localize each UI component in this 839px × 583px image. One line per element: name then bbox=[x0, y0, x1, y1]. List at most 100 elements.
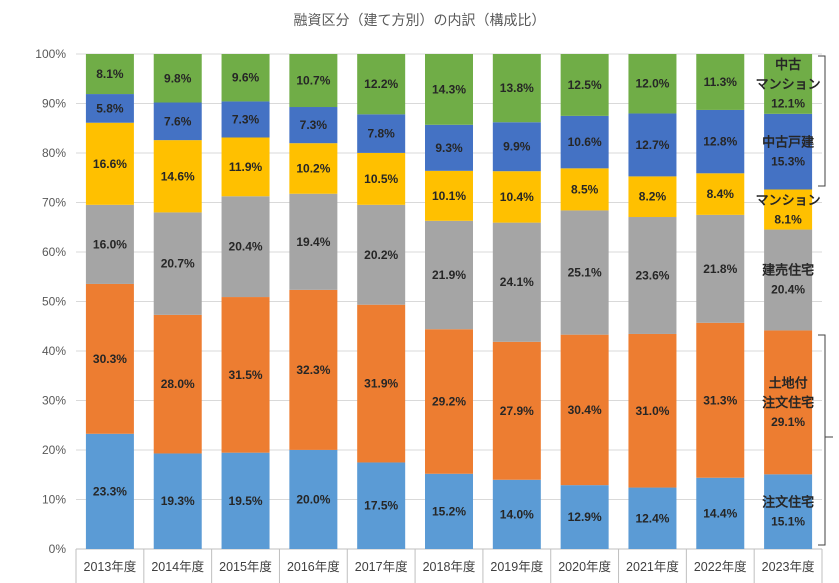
bar-segment bbox=[492, 341, 541, 480]
data-label: 16.0% bbox=[93, 237, 127, 251]
bar-segment bbox=[357, 114, 406, 153]
y-tick-label: 90% bbox=[42, 97, 66, 111]
bar-segment bbox=[696, 322, 745, 478]
data-label: 20.2% bbox=[364, 248, 398, 262]
bar-segment bbox=[153, 140, 202, 213]
data-label: 20.4% bbox=[229, 240, 263, 254]
data-label: 25.1% bbox=[568, 266, 602, 280]
bar bbox=[85, 54, 134, 549]
x-tick-label: 2014年度 bbox=[151, 559, 204, 574]
bar-segment bbox=[221, 101, 270, 138]
bar-segment bbox=[628, 487, 677, 549]
bar-segment bbox=[764, 474, 813, 549]
data-label: 9.8% bbox=[164, 71, 192, 85]
bar-segment bbox=[764, 330, 813, 475]
x-tick-label: 2015年度 bbox=[219, 559, 272, 574]
bar bbox=[153, 54, 202, 549]
data-label: 12.0% bbox=[635, 77, 669, 91]
bar-segment bbox=[425, 473, 473, 549]
data-label: 10.1% bbox=[432, 189, 466, 203]
data-label: 11.3% bbox=[704, 75, 738, 89]
data-label: 30.3% bbox=[93, 352, 127, 366]
bar bbox=[425, 54, 473, 549]
x-tick-label: 2023年度 bbox=[762, 559, 815, 574]
bar-segment bbox=[85, 283, 134, 434]
bar-segment bbox=[289, 449, 338, 549]
data-label: 12.2% bbox=[364, 77, 398, 91]
data-label: 31.0% bbox=[635, 404, 669, 418]
bar-segment bbox=[85, 94, 134, 123]
bar bbox=[357, 54, 406, 549]
data-label: 32.3% bbox=[296, 363, 330, 377]
data-label: 5.8% bbox=[96, 101, 124, 115]
group-brackets bbox=[818, 55, 833, 546]
y-tick-label: 50% bbox=[42, 295, 66, 309]
bar-segment bbox=[85, 54, 134, 95]
bar-segment bbox=[221, 196, 270, 298]
bar-segment bbox=[425, 329, 473, 474]
bar-segment bbox=[560, 54, 609, 116]
bar-segment bbox=[289, 107, 338, 144]
data-label: 19.3% bbox=[161, 494, 195, 508]
y-tick-label: 10% bbox=[42, 493, 66, 507]
bar-segment bbox=[357, 152, 406, 205]
data-label: 29.1% bbox=[771, 415, 805, 429]
y-tick-label: 70% bbox=[42, 196, 66, 210]
data-label: 19.5% bbox=[229, 494, 263, 508]
x-tick-label: 2018年度 bbox=[423, 559, 476, 574]
data-label: 31.9% bbox=[364, 377, 398, 391]
bar-segment bbox=[85, 433, 134, 549]
bar-segment bbox=[425, 220, 473, 330]
x-tick-label: 2020年度 bbox=[558, 559, 611, 574]
y-tick-label: 30% bbox=[42, 394, 66, 408]
bar-segment bbox=[628, 333, 677, 488]
data-label: 9.9% bbox=[503, 140, 531, 154]
data-label: 7.8% bbox=[368, 127, 396, 141]
bar-segment bbox=[560, 115, 609, 169]
data-label: 7.3% bbox=[300, 118, 328, 132]
y-tick-label: 20% bbox=[42, 443, 66, 457]
data-label: 8.1% bbox=[96, 67, 124, 81]
bar-segment bbox=[628, 176, 677, 218]
data-label: 31.5% bbox=[229, 368, 263, 382]
bar-segment bbox=[357, 54, 406, 115]
bar-segment bbox=[696, 173, 745, 215]
bar-segment bbox=[425, 170, 473, 221]
y-tick-label: 60% bbox=[42, 245, 66, 259]
bar-segment bbox=[764, 229, 813, 331]
bar-segment bbox=[696, 54, 745, 110]
bar-segment bbox=[153, 54, 202, 103]
data-label: 8.2% bbox=[639, 190, 667, 204]
bar-segment bbox=[628, 54, 677, 114]
bar bbox=[289, 54, 338, 549]
data-label: 21.8% bbox=[703, 262, 737, 276]
bar-segment bbox=[153, 102, 202, 141]
data-label: 12.8% bbox=[703, 135, 737, 149]
bar-segment bbox=[492, 479, 541, 549]
bar-segment bbox=[425, 54, 473, 125]
series-label: 建売住宅 bbox=[762, 263, 814, 278]
data-label: 10.5% bbox=[364, 172, 398, 186]
bar-segment bbox=[153, 212, 202, 315]
x-tick-label: 2017年度 bbox=[355, 559, 408, 574]
bar-segment bbox=[560, 168, 609, 211]
bar-segment bbox=[560, 485, 609, 549]
data-label: 16.6% bbox=[93, 157, 127, 171]
series-label: 土地付 bbox=[769, 375, 808, 390]
y-tick-label: 40% bbox=[42, 344, 66, 358]
bar-segment bbox=[85, 122, 134, 205]
bar-segment bbox=[289, 54, 338, 108]
y-tick-label: 100% bbox=[35, 47, 66, 61]
bar-segment bbox=[289, 193, 338, 290]
bar bbox=[628, 54, 677, 549]
data-label: 12.7% bbox=[635, 138, 669, 152]
data-label: 12.1% bbox=[771, 96, 805, 110]
bar-segment bbox=[85, 204, 134, 284]
series-label: マンション bbox=[756, 76, 821, 91]
data-label: 15.3% bbox=[771, 154, 805, 168]
data-label: 28.0% bbox=[161, 377, 195, 391]
group-bracket bbox=[818, 334, 826, 546]
bar-segment bbox=[696, 109, 745, 174]
bar-segment bbox=[357, 462, 406, 549]
